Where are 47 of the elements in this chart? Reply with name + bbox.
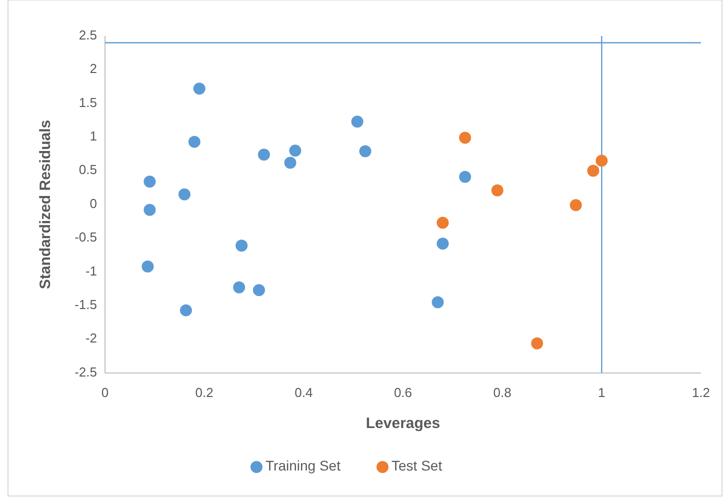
point [436,216,449,229]
point [178,188,190,200]
y-tick-label: 0 [90,196,97,211]
point [193,82,206,95]
point [432,296,444,308]
y-tick-label: -0.5 [74,230,97,245]
x-tick-label: 0.2 [195,385,214,400]
x-axis-title: Leverages [366,415,440,432]
point [459,170,472,183]
y-tick-label: 2.5 [78,27,97,42]
point [436,238,449,250]
x-tick-label: 0.6 [394,385,412,400]
point [289,144,302,157]
point [188,136,200,148]
legend-label: Test Set [392,458,442,474]
point [236,240,248,252]
y-tick-label: 0.5 [78,162,97,178]
legend-label: Training Set [266,458,341,474]
point [459,132,472,144]
y-tick-label: 1 [90,128,97,144]
y-tick-label: -2 [85,330,97,346]
point [596,154,608,167]
point [233,281,246,294]
x-tick-label: 1.2 [692,385,710,400]
y-tick-label: 1.5 [78,94,97,110]
x-tick-label: 0 [101,385,109,400]
point [531,337,544,350]
point [359,145,372,158]
point [144,176,156,188]
y-axis-title: Standardized Residuals [37,120,54,290]
point [258,148,270,161]
point [284,156,296,169]
point [570,199,582,212]
point [180,304,192,316]
y-tick-label: -2.5 [74,364,97,380]
point [144,204,156,216]
point [587,164,600,177]
y-tick-label: -1.5 [74,297,97,312]
x-tick-label: 1 [598,385,606,400]
point [252,284,265,296]
y-tick-label: 2 [90,61,97,76]
point [491,184,504,196]
point [142,260,154,272]
x-tick-label: 0.8 [493,385,512,400]
x-tick-label: 0.4 [294,385,313,400]
point [351,116,364,128]
y-tick-label: -1 [85,263,97,278]
